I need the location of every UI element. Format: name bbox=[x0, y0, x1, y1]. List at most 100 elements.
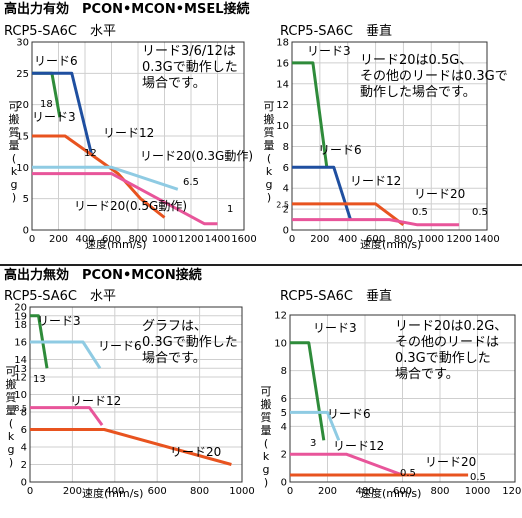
x-axis-label: 速度(mm/s) bbox=[360, 237, 421, 251]
x-tick-label: 0 bbox=[29, 234, 35, 245]
series-line bbox=[32, 172, 218, 226]
x-tick-label: 1000 bbox=[229, 486, 254, 497]
x-tick-label: 800 bbox=[430, 486, 449, 497]
series-line bbox=[292, 165, 352, 221]
series-line bbox=[290, 452, 404, 477]
data-label-lead12: リード12 bbox=[70, 394, 121, 408]
x-tick-label: 1400 bbox=[474, 234, 499, 245]
y-tick-label: 14 bbox=[276, 79, 289, 90]
y-tick-label: 19 bbox=[14, 311, 27, 322]
series-line bbox=[30, 406, 104, 426]
y-axis-label: 可搬質量(k g) bbox=[264, 100, 275, 204]
x-tick-label: 200 bbox=[318, 486, 337, 497]
x-tick-label: 1000 bbox=[465, 486, 490, 497]
chart-note: リード20は0.5G、その他のリードは0.3Gで動作した場合です。 bbox=[360, 53, 508, 100]
x-tick-label: 0 bbox=[289, 234, 295, 245]
y-tick-label: 10 bbox=[276, 121, 289, 132]
x-tick-label: 200 bbox=[63, 486, 82, 497]
y-tick-label: 6 bbox=[283, 163, 289, 174]
plot-frame bbox=[289, 314, 516, 483]
y-tick-label: 6 bbox=[281, 394, 287, 405]
y-tick-label: 0 bbox=[283, 226, 289, 237]
series-line bbox=[32, 71, 94, 156]
data-label-lead12: リード12 bbox=[103, 126, 154, 140]
data-label-lead6: リード6 bbox=[327, 407, 371, 421]
y-tick-label: 8.5 bbox=[14, 404, 27, 413]
y-tick-label: 0 bbox=[281, 478, 287, 489]
x-tick-label: 200 bbox=[310, 234, 329, 245]
series-line bbox=[32, 134, 166, 219]
y-tick-label: 12 bbox=[276, 100, 289, 111]
data-label-v1: 1 bbox=[227, 204, 233, 215]
y-tick-label: 18 bbox=[276, 38, 289, 49]
y-tick-label: 12 bbox=[274, 311, 287, 322]
data-label-lead6: リード6 bbox=[318, 143, 362, 157]
x-tick-label: 0 bbox=[287, 486, 293, 497]
x-tick-label: 600 bbox=[148, 486, 167, 497]
x-tick-label: 200 bbox=[49, 234, 68, 245]
series-line bbox=[32, 165, 179, 191]
y-tick-label: 12 bbox=[14, 373, 27, 384]
y-tick-label: 18 bbox=[14, 320, 27, 331]
y-tick-label: 20 bbox=[16, 100, 29, 111]
y-tick-label: 8 bbox=[283, 142, 289, 153]
section-title-high-output-on: 高出力有効 PCON•MCON•MSEL接続 bbox=[4, 1, 250, 17]
data-label-lead3: リード3 bbox=[307, 44, 351, 58]
y-tick-label: 10 bbox=[16, 163, 29, 174]
chart-title: RCP5-SA6C 水平 bbox=[4, 289, 116, 304]
data-label-lead3: リード3 bbox=[313, 321, 357, 335]
x-tick-label: 600 bbox=[366, 234, 385, 245]
x-axis-label: 速度(mm/s) bbox=[85, 237, 146, 251]
series-line bbox=[30, 340, 102, 370]
data-label-v13: 13 bbox=[33, 374, 46, 385]
x-tick-label: 0 bbox=[27, 486, 33, 497]
y-tick-label: 2.5 bbox=[276, 200, 289, 209]
y-tick-label: 14 bbox=[14, 355, 27, 366]
data-label-lead20b: リード20(0.5G動作) bbox=[74, 199, 187, 213]
y-tick-label: 8 bbox=[21, 408, 27, 419]
data-label-lead6: リード6 bbox=[34, 54, 78, 68]
series-line bbox=[292, 218, 460, 227]
chart-note: リード20は0.2G、その他のリードは 0.3Gで動作した場合です。 bbox=[395, 319, 507, 382]
x-axis-label: 速度(mm/s) bbox=[360, 486, 421, 500]
series-line bbox=[290, 341, 326, 441]
chart-title: RCP5-SA6C 水平 bbox=[4, 24, 116, 39]
chart-title: RCP5-SA6C 垂直 bbox=[280, 24, 392, 39]
y-tick-label: 30 bbox=[16, 38, 29, 49]
x-tick-label: 1400 bbox=[205, 234, 230, 245]
chart-note: リード3/6/12は 0.3Gで動作した場合です。 bbox=[142, 44, 238, 91]
y-tick-label: 10 bbox=[274, 338, 287, 349]
y-tick-label: 16 bbox=[276, 58, 289, 69]
data-label-lead20a: リード20(0.3G動作) bbox=[140, 149, 253, 163]
y-tick-label: 20 bbox=[14, 303, 27, 314]
x-axis-label: 速度(mm/s) bbox=[82, 486, 143, 500]
data-label-v05a: 0.5 bbox=[412, 207, 428, 218]
y-tick-label: 8 bbox=[281, 366, 287, 377]
data-label-lead20: リード20 bbox=[425, 455, 476, 469]
data-label-lead20: リード20 bbox=[170, 445, 221, 459]
data-label-v05b: 0.5 bbox=[472, 207, 488, 218]
x-tick-label: 800 bbox=[394, 234, 413, 245]
data-label-lead6: リード6 bbox=[98, 339, 142, 353]
data-label-v05b: 0.5 bbox=[470, 472, 486, 483]
x-tick-label: 800 bbox=[128, 234, 147, 245]
x-tick-label: 1000 bbox=[419, 234, 444, 245]
series-line bbox=[290, 410, 341, 441]
x-tick-label: 400 bbox=[355, 486, 374, 497]
data-label-lead12: リード12 bbox=[333, 439, 384, 453]
data-label-v12: 12 bbox=[84, 148, 97, 159]
data-label-v05a: 0.5 bbox=[400, 468, 416, 479]
data-label-lead12: リード12 bbox=[350, 174, 401, 188]
chart-3: RCP5-SA6C 水平 0 200 400 600 800 1000 0 2 4 6 88.5 10 1… bbox=[4, 289, 255, 500]
y-tick-label: 2 bbox=[21, 460, 27, 471]
chart-note: グラフは、 0.3Gで動作した場合です。 bbox=[142, 319, 238, 366]
x-tick-label: 1200 bbox=[446, 234, 471, 245]
x-tick-label: 1200 bbox=[502, 486, 522, 497]
x-tick-label: 400 bbox=[105, 486, 124, 497]
y-tick-label: 0 bbox=[23, 226, 29, 237]
data-label-lead3: リード3 bbox=[37, 314, 81, 328]
y-axis-label: 可搬質量(k g) bbox=[261, 385, 272, 489]
series-line bbox=[292, 202, 405, 226]
x-tick-label: 600 bbox=[393, 486, 412, 497]
